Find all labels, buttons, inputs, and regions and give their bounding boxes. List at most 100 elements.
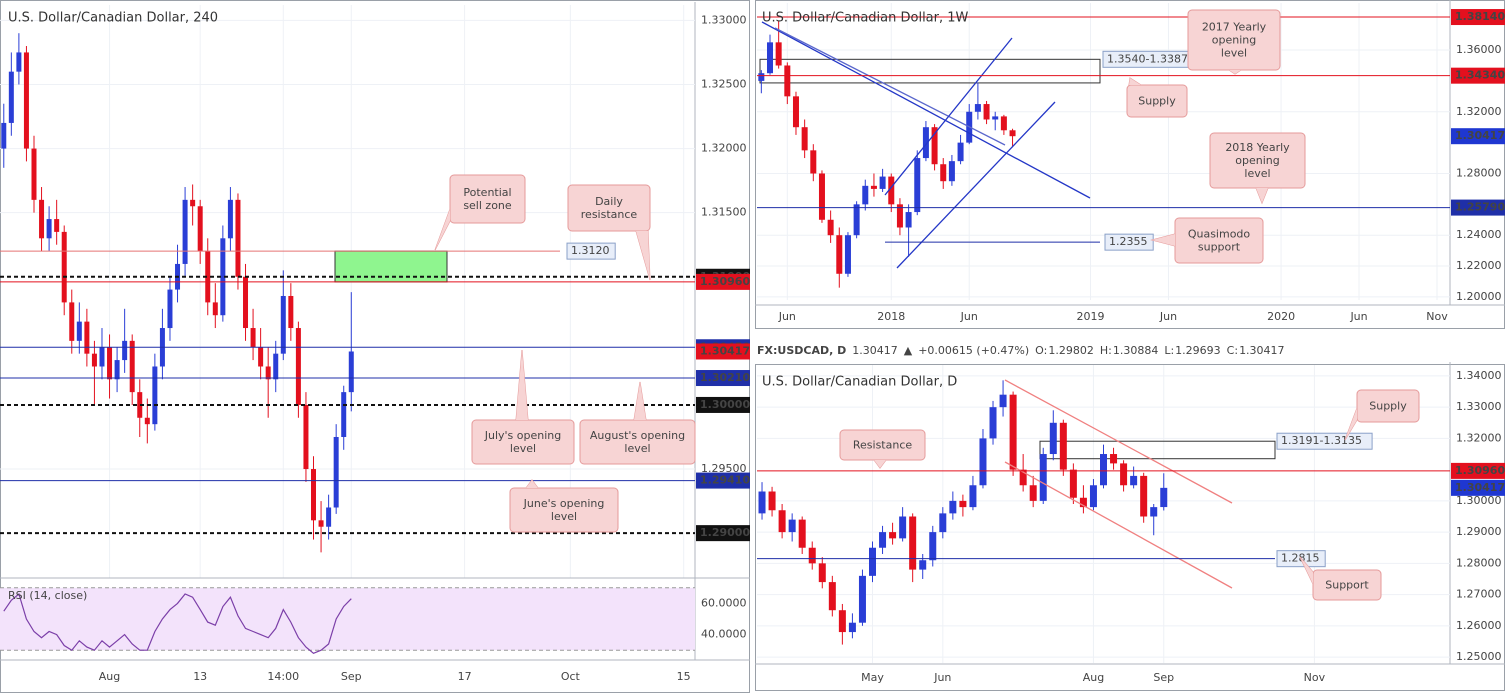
candle-body	[792, 96, 799, 128]
candle-body	[333, 436, 339, 508]
candle-body	[227, 199, 233, 239]
candle-body	[16, 52, 22, 72]
candle-body	[8, 71, 14, 123]
rsi-label: RSI (14, close)	[8, 589, 87, 602]
header-change: +0.00615 (+0.47%)	[918, 344, 1029, 357]
callout-joint	[1152, 234, 1175, 246]
price-tag-label: 1.29000	[700, 526, 750, 539]
y-tick-label: 1.22000	[1456, 259, 1502, 272]
y-tick-label: 1.36000	[1456, 43, 1502, 56]
price-tag	[1451, 9, 1505, 26]
candle-body	[1069, 469, 1077, 498]
candle-body	[1160, 487, 1168, 508]
candle-body	[974, 104, 981, 112]
y-tick-label: 1.32000	[1456, 105, 1502, 118]
x-tick-label: Sep	[341, 670, 362, 683]
candle-body	[879, 176, 886, 189]
candle-body	[798, 519, 806, 548]
candle-body	[870, 185, 877, 189]
header-c-label: C:	[1227, 344, 1238, 357]
y-tick-label: 1.26000	[1456, 619, 1502, 632]
callout-text: sell zone	[463, 199, 512, 212]
price-tag	[696, 525, 750, 542]
candle-body	[948, 161, 955, 182]
candle-body	[235, 199, 241, 277]
candle-body	[989, 407, 997, 439]
candle-body	[905, 212, 912, 228]
x-tick-label: May	[861, 671, 884, 684]
candle-body	[1150, 507, 1158, 517]
x-tick-label: Jun	[933, 671, 951, 684]
candle-body	[818, 563, 826, 583]
candle-body	[46, 219, 52, 239]
candle-body	[768, 491, 776, 511]
candle-body	[1140, 475, 1148, 517]
candle-body	[939, 513, 947, 533]
callout-text: Resistance	[853, 439, 913, 452]
candle-body	[212, 302, 218, 316]
level-label-box	[566, 242, 616, 260]
x-tick-label: Aug	[99, 670, 120, 683]
candle-body	[39, 199, 45, 239]
candle-body	[144, 417, 150, 425]
price-tag-label: 1.30210	[700, 371, 750, 384]
rsi-tick-label: 40.0000	[701, 628, 747, 641]
candle-body	[858, 575, 866, 623]
callout-joint	[1300, 557, 1313, 584]
candle-body	[801, 127, 808, 151]
candle-body	[827, 219, 834, 236]
callout-joint	[516, 350, 528, 420]
header-last: 1.30417	[852, 344, 898, 357]
y-tick-label: 1.28000	[1456, 556, 1502, 569]
header-l-label: L:	[1164, 344, 1174, 357]
candle-body	[999, 394, 1007, 408]
level-label: 1.3120	[571, 244, 610, 257]
price-tag-label: 1.30417	[1455, 129, 1505, 142]
rsi-band	[0, 587, 695, 651]
candle-body	[758, 491, 766, 514]
candle-body	[205, 251, 211, 303]
y-tick-label: 1.29500	[701, 462, 747, 475]
header-arrow: ▲	[904, 344, 913, 357]
candle-body	[899, 516, 907, 539]
trend-line	[1004, 379, 1233, 504]
callout-box	[567, 184, 651, 232]
header-symbol: FX:USDCAD, D	[757, 344, 846, 357]
callout-box	[449, 174, 526, 224]
callout-text: July's opening	[484, 429, 562, 442]
candle-body	[788, 519, 796, 533]
candle-body	[889, 532, 897, 539]
price-tag	[696, 370, 750, 387]
x-tick-label: 2019	[1077, 310, 1105, 323]
candle-body	[220, 238, 226, 316]
candle-body	[1009, 394, 1017, 470]
candle-body	[326, 507, 332, 527]
y-tick-label: 1.29000	[1456, 525, 1502, 538]
price-tag-label: 1.30960	[700, 275, 750, 288]
callout-text: opening	[1235, 154, 1279, 167]
candle-body	[273, 353, 279, 380]
callout-joint	[874, 460, 886, 468]
candle-body	[1029, 485, 1037, 501]
zone	[1039, 440, 1276, 460]
candle-body	[1, 122, 7, 149]
candle-body	[914, 158, 921, 213]
candle-body	[1130, 475, 1138, 486]
price-tag	[696, 396, 750, 413]
candle-body	[983, 104, 990, 120]
callout-text: level	[1244, 167, 1270, 180]
candle-body	[940, 164, 947, 182]
price-tag	[1451, 67, 1505, 84]
candle-body	[1059, 422, 1067, 470]
y-tick-label: 1.34000	[1456, 369, 1502, 382]
candle-body	[31, 148, 37, 200]
y-tick-label: 1.31500	[701, 206, 747, 219]
y-tick-label: 1.33000	[701, 13, 747, 26]
candle-body	[929, 532, 937, 561]
panel-title: U.S. Dollar/Canadian Dollar, 240	[8, 11, 218, 26]
callout-text: resistance	[581, 208, 638, 221]
price-tag-label: 1.29410	[700, 474, 750, 487]
candle-body	[114, 360, 120, 380]
candle-body	[348, 351, 354, 393]
